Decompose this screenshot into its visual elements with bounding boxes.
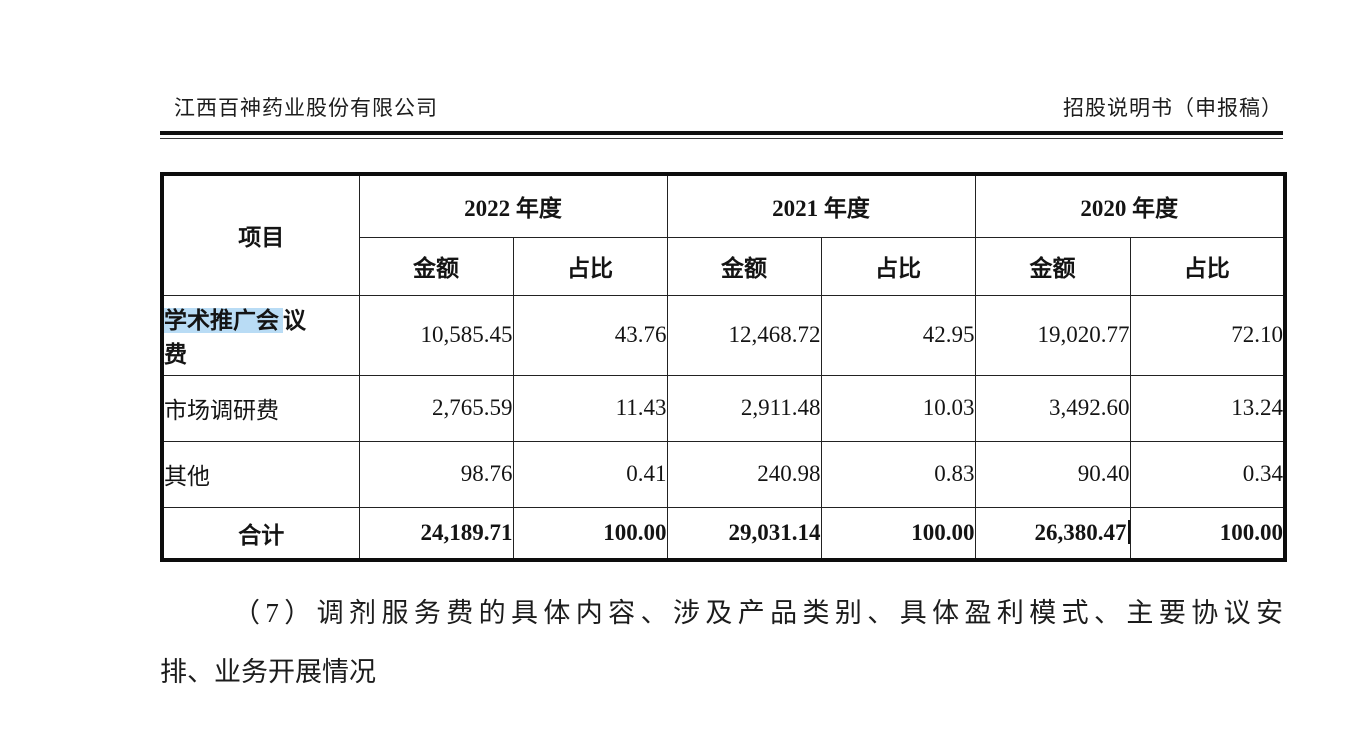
page-header: 江西百神药业股份有限公司 招股说明书（申报稿） — [160, 92, 1283, 122]
total-label: 合计 — [161, 506, 360, 561]
cell-2022-ratio: 11.43 — [512, 374, 668, 442]
table-header-year-row: 项目 2022 年度 2021 年度 2020 年度 — [161, 173, 1286, 296]
company-name: 江西百神药业股份有限公司 — [174, 96, 438, 120]
col-header-2020-ratio: 占比 — [1129, 236, 1286, 296]
item-label-academic-promotion: 学术推广会议费 — [161, 294, 360, 376]
cell-2022-ratio: 43.76 — [512, 294, 668, 376]
item-label-text: 议 — [283, 308, 306, 333]
col-header-2022-amount: 金额 — [358, 236, 514, 296]
paragraph-line-2: 排、业务开展情况 — [160, 657, 376, 687]
col-header-2022: 2022 年度 — [358, 173, 668, 238]
total-2022-amount: 24,189.71 — [358, 506, 514, 561]
header-divider-rule — [160, 131, 1283, 139]
cell-2020-amount: 90.40 — [974, 440, 1131, 508]
cell-2020-ratio: 13.24 — [1129, 374, 1286, 442]
cell-2022-amount: 10,585.45 — [358, 294, 514, 376]
cell-2020-ratio: 0.34 — [1129, 440, 1286, 508]
table-row-total: 合计 24,189.71 100.00 29,031.14 100.00 26,… — [161, 506, 1286, 561]
document-title: 招股说明书（申报稿） — [1063, 96, 1283, 120]
cell-2021-amount: 12,468.72 — [666, 294, 822, 376]
cell-2022-amount: 2,765.59 — [358, 374, 514, 442]
cell-2021-ratio: 10.03 — [820, 374, 976, 442]
cell-2020-amount: 19,020.77 — [974, 294, 1131, 376]
item-label-market-research: 市场调研费 — [161, 374, 360, 442]
selected-text-highlight[interactable]: 学术推广会 — [164, 308, 283, 333]
cell-2021-amount: 240.98 — [666, 440, 822, 508]
text-cursor-caret — [1127, 519, 1129, 544]
body-paragraph: （7）调剂服务费的具体内容、涉及产品类别、具体盈利模式、主要协议安 排、业务开展… — [160, 584, 1283, 702]
paragraph-line-1: （7）调剂服务费的具体内容、涉及产品类别、具体盈利模式、主要协议安 — [233, 598, 1283, 628]
table-row-academic-promotion: 学术推广会议费 10,585.45 43.76 12,468.72 42.95 … — [161, 294, 1286, 376]
cell-2021-ratio: 42.95 — [820, 294, 976, 376]
total-2020-amount[interactable]: 26,380.47 — [974, 506, 1131, 561]
cell-2022-ratio: 0.41 — [512, 440, 668, 508]
total-2020-amount-value: 26,380.47 — [1034, 519, 1127, 545]
total-2021-amount: 29,031.14 — [666, 506, 822, 561]
col-header-2021-ratio: 占比 — [820, 236, 976, 296]
total-2021-ratio: 100.00 — [820, 506, 976, 561]
item-label-other: 其他 — [161, 440, 360, 508]
col-header-2021-amount: 金额 — [666, 236, 822, 296]
table-row-other: 其他 98.76 0.41 240.98 0.83 90.40 0.34 — [161, 440, 1286, 508]
expense-breakdown-table: 项目 2022 年度 2021 年度 2020 年度 金额 占比 金额 占比 金… — [160, 172, 1287, 562]
document-page: 江西百神药业股份有限公司 招股说明书（申报稿） 项目 2022 年度 2021 … — [160, 92, 1287, 702]
total-2020-ratio: 100.00 — [1129, 506, 1286, 561]
cell-2020-amount: 3,492.60 — [974, 374, 1131, 442]
cell-2022-amount: 98.76 — [358, 440, 514, 508]
col-header-2021: 2021 年度 — [666, 173, 976, 238]
cell-2021-amount: 2,911.48 — [666, 374, 822, 442]
total-2022-ratio: 100.00 — [512, 506, 668, 561]
cell-2021-ratio: 0.83 — [820, 440, 976, 508]
col-header-2022-ratio: 占比 — [512, 236, 668, 296]
col-header-item: 项目 — [161, 173, 360, 296]
table-row-market-research: 市场调研费 2,765.59 11.43 2,911.48 10.03 3,49… — [161, 374, 1286, 442]
col-header-2020-amount: 金额 — [974, 236, 1131, 296]
cell-2020-ratio: 72.10 — [1129, 294, 1286, 376]
item-label-text-line2: 费 — [164, 342, 187, 367]
col-header-2020: 2020 年度 — [974, 173, 1286, 238]
